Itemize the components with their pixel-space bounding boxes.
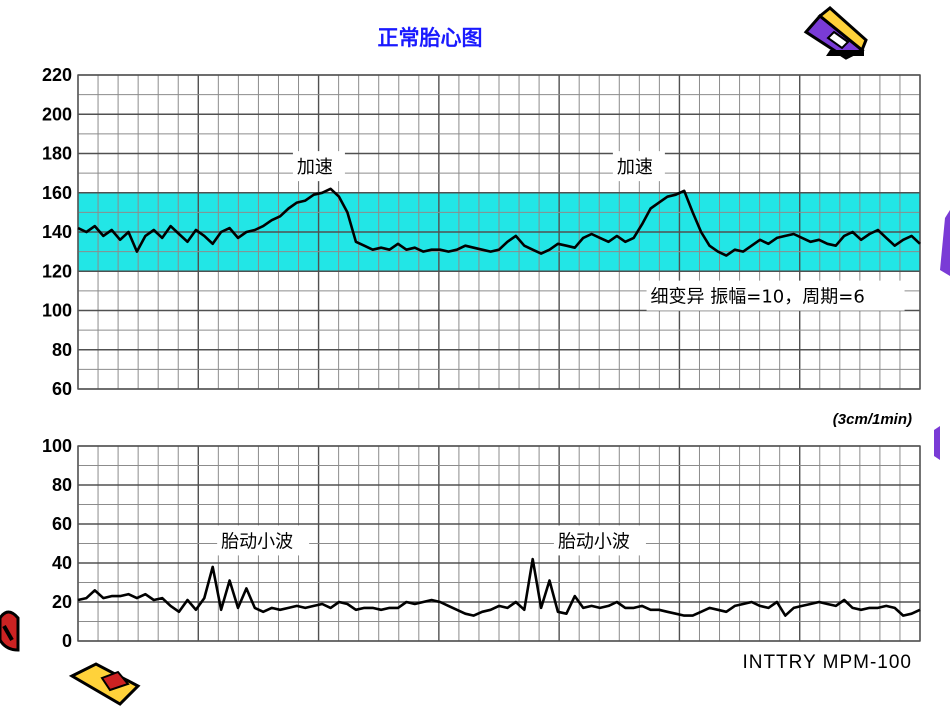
y-tick-label: 200 bbox=[42, 104, 72, 124]
y-tick-label: 100 bbox=[42, 301, 72, 321]
y-tick-label: 0 bbox=[62, 631, 72, 651]
plot-border bbox=[77, 445, 921, 642]
annotation-label: 细变异 振幅=10，周期=6 bbox=[651, 287, 865, 308]
y-tick-label: 60 bbox=[52, 514, 72, 534]
paper-speed-label: (3cm/1min) bbox=[833, 411, 912, 428]
y-tick-label: 60 bbox=[52, 379, 72, 399]
decor-sliver-icon bbox=[940, 210, 950, 276]
y-tick-label: 220 bbox=[42, 65, 72, 85]
page-title: 正常胎心图 bbox=[377, 26, 483, 50]
annotation-label: 加速 bbox=[297, 157, 333, 178]
y-tick-label: 120 bbox=[42, 261, 72, 281]
device-model-label: INTTRY MPM-100 bbox=[742, 652, 912, 673]
y-tick-label: 160 bbox=[42, 183, 72, 203]
y-tick-label: 80 bbox=[52, 340, 72, 360]
annotation-background bbox=[646, 280, 905, 311]
y-tick-label: 80 bbox=[52, 475, 72, 495]
uterine-activity-panel: 0 20 40 60 80 100 胎动小波 胎动小波 bbox=[42, 436, 921, 651]
annotation-label: 加速 bbox=[617, 157, 653, 178]
annotation-label: 胎动小波 bbox=[221, 531, 293, 552]
annotation-background bbox=[612, 151, 665, 182]
pencil-clipart-icon bbox=[803, 6, 868, 60]
pencil-clipart-bottom-icon bbox=[0, 610, 141, 706]
decor-sliver-icon bbox=[934, 426, 940, 460]
plot-border bbox=[77, 74, 921, 390]
y-tick-label: 20 bbox=[52, 592, 72, 612]
annotation-background bbox=[217, 525, 310, 556]
trace-line bbox=[77, 187, 921, 257]
y-tick-label: 180 bbox=[42, 144, 72, 164]
annotation-label: 胎动小波 bbox=[558, 531, 630, 552]
trace-line bbox=[77, 557, 921, 617]
y-tick-label: 100 bbox=[42, 436, 72, 456]
annotation-background bbox=[292, 151, 345, 182]
y-tick-label: 140 bbox=[42, 222, 72, 242]
annotation-background bbox=[553, 525, 646, 556]
y-tick-label: 40 bbox=[52, 553, 72, 573]
